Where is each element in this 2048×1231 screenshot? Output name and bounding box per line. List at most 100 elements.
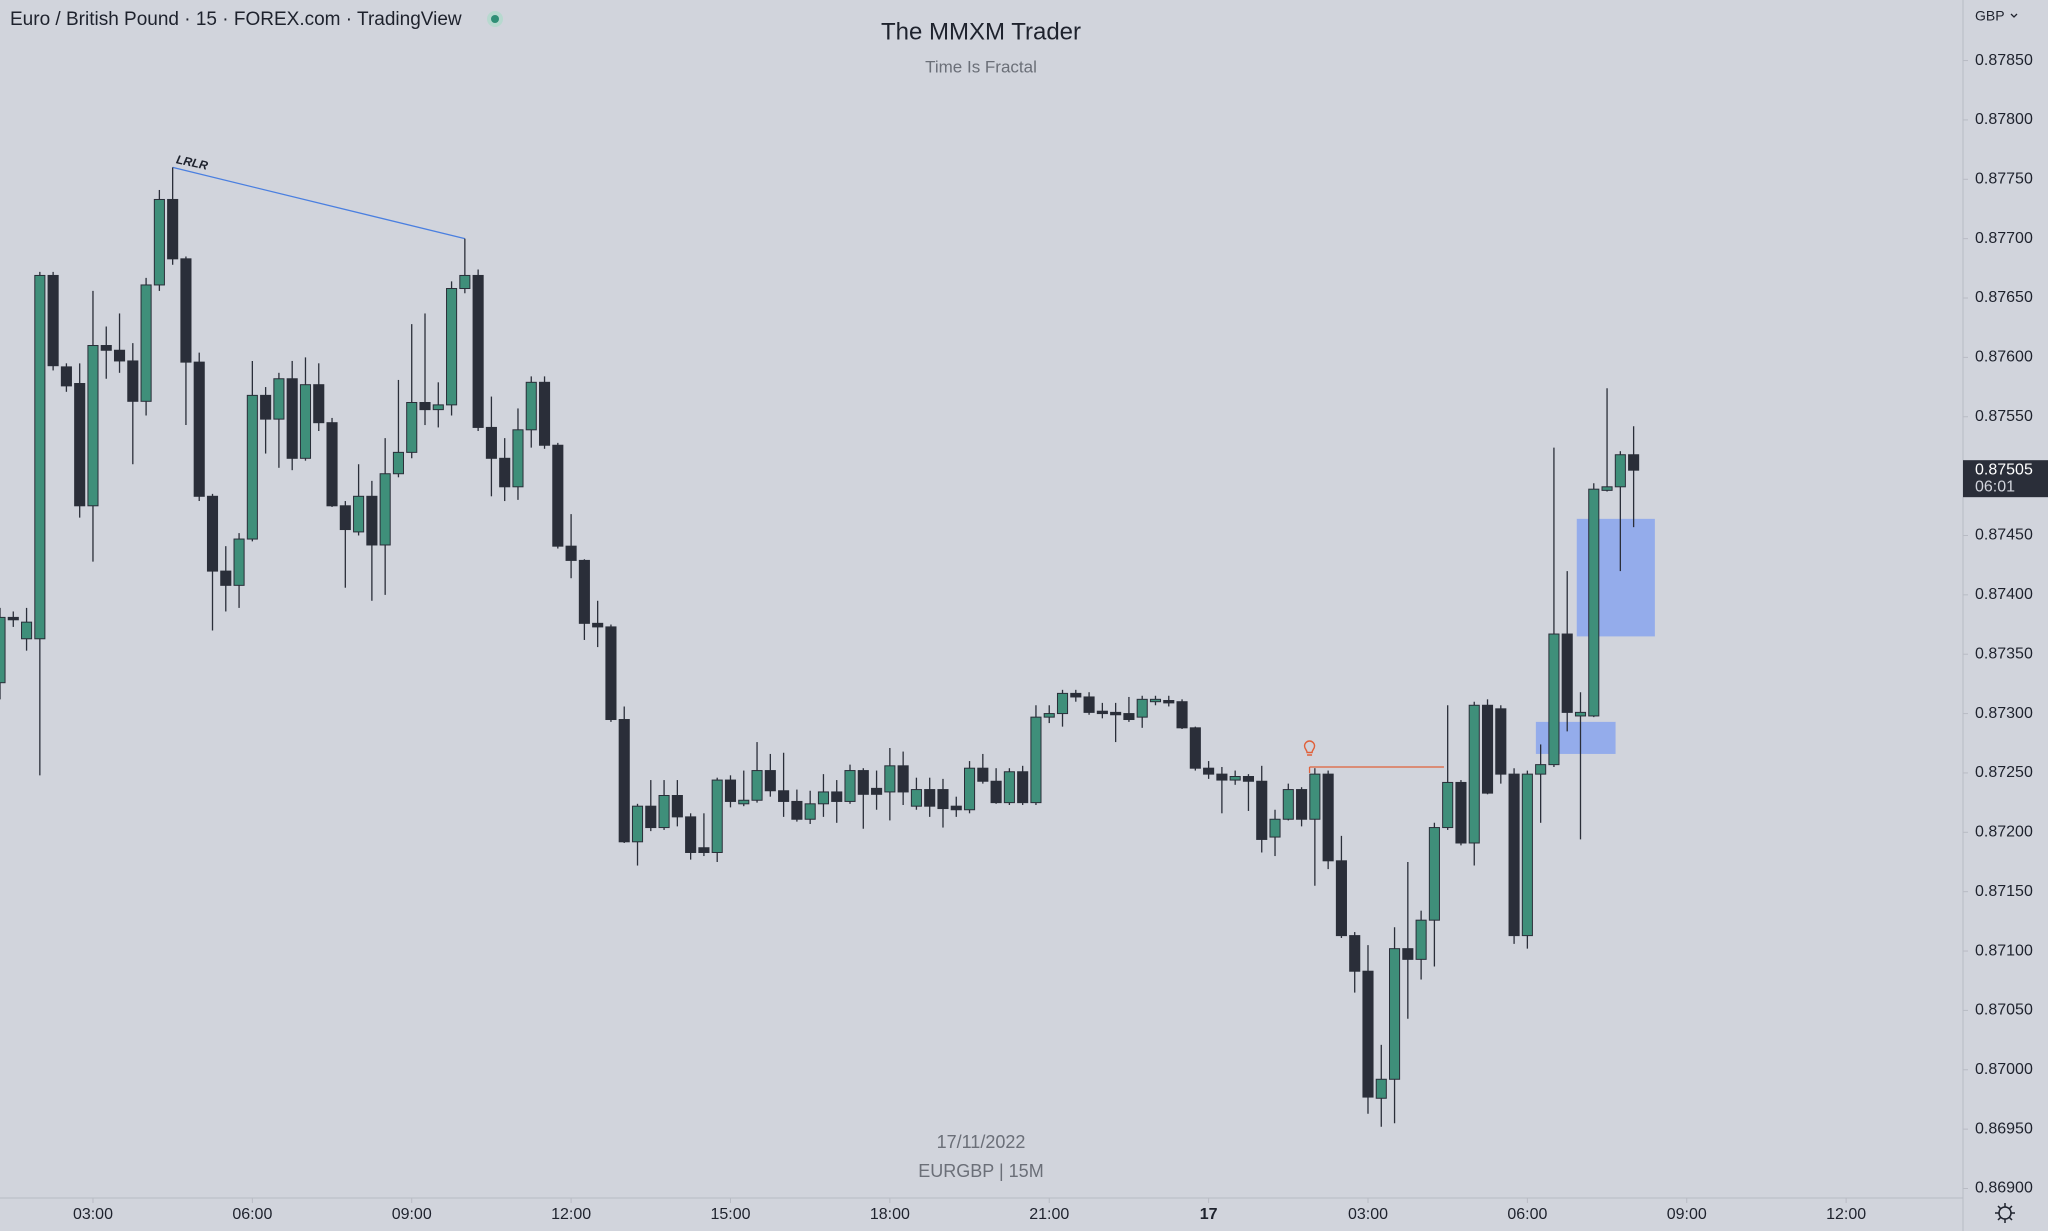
candle-body (313, 384, 325, 424)
candle-body (831, 791, 843, 802)
candle-body (1428, 827, 1440, 921)
settings-icon[interactable] (1995, 1203, 2015, 1223)
y-tick-label: 0.87700 (1975, 230, 2033, 247)
candle-body (592, 622, 604, 628)
watermark-symbol: EURGBP | 15M (918, 1161, 1043, 1181)
candle-body (1402, 948, 1414, 960)
candle-body (525, 381, 537, 431)
candle-body (273, 378, 285, 420)
candle-body (167, 198, 179, 260)
candle-body (1481, 704, 1494, 794)
candle-body (1614, 454, 1626, 488)
gear-teeth (1995, 1203, 2015, 1223)
last-price-box (1963, 460, 2048, 498)
candle-body (1495, 708, 1507, 775)
candle-body (0, 616, 6, 684)
candle-body (1017, 771, 1029, 804)
candle-body (990, 780, 1002, 804)
candle-body (778, 790, 790, 802)
y-tick-label: 0.87000 (1975, 1061, 2033, 1078)
candle-body (180, 258, 192, 363)
candle-body (153, 198, 165, 286)
candle-body (379, 473, 391, 546)
y-tick-label: 0.86950 (1975, 1120, 2033, 1137)
x-tick-label: 18:00 (870, 1206, 910, 1223)
candle-body (1110, 711, 1122, 716)
symbol-header: Euro / British Pound · 15 · FOREX.com · … (10, 9, 462, 30)
candle-body (326, 422, 338, 507)
candle-body (21, 621, 33, 640)
chart-subtitle: Time Is Fractal (925, 57, 1037, 76)
candle-body (977, 767, 989, 782)
candle-body (565, 545, 577, 561)
candle-body (910, 789, 922, 807)
x-tick-label: 09:00 (1667, 1206, 1707, 1223)
y-tick-label: 0.87800 (1975, 111, 2033, 128)
candle-body (1163, 700, 1175, 704)
candle-body (698, 847, 710, 853)
candle-body (963, 767, 976, 811)
idea-bulb (1303, 740, 1316, 756)
candle-body (605, 626, 617, 721)
currency-label[interactable]: GBP (1975, 8, 2005, 24)
candle-body (817, 791, 829, 805)
candle-body (645, 805, 657, 829)
candle-body (950, 805, 962, 811)
candle-body (1561, 633, 1573, 713)
candle-body (392, 451, 404, 475)
candle-body (552, 444, 564, 547)
candle-body (87, 345, 99, 507)
candle-body (485, 426, 497, 459)
candle-body (671, 795, 683, 818)
x-tick-label: 06:00 (232, 1206, 272, 1223)
candle-body (1375, 1078, 1387, 1099)
candle-body (512, 429, 524, 488)
candle-body (871, 787, 883, 795)
candle-body (406, 401, 418, 453)
candle-body (1070, 692, 1082, 698)
y-tick-label: 0.87150 (1975, 883, 2033, 900)
candle-body (751, 770, 763, 801)
candle-body (140, 284, 152, 402)
candle-body (1203, 767, 1215, 775)
candle-body (113, 349, 126, 362)
zone (1535, 721, 1616, 754)
candle-body (206, 495, 219, 572)
y-tick-label: 0.87250 (1975, 764, 2033, 781)
candle-body (246, 394, 258, 540)
candle-body (1349, 935, 1361, 972)
candle-body (60, 366, 72, 387)
candle-body (193, 361, 205, 497)
y-tick-label: 0.87400 (1975, 586, 2033, 603)
candle-body (47, 274, 59, 367)
trendline (172, 166, 466, 240)
candle-body (100, 345, 112, 351)
status-dot (491, 15, 499, 23)
candle-body (233, 538, 245, 586)
candle-body (1335, 860, 1347, 937)
candle-body (857, 770, 869, 795)
candle-body (804, 803, 816, 820)
candle-body (1242, 776, 1255, 782)
candle-body (1269, 818, 1281, 838)
candle-body (1322, 773, 1334, 862)
y-tick-label: 0.87550 (1975, 408, 2033, 425)
candle-body (446, 288, 458, 406)
x-tick-label: 17 (1200, 1206, 1218, 1223)
candle-body (897, 765, 909, 793)
last-price-label: 0.87505 (1975, 461, 2033, 478)
candle-body (538, 381, 551, 446)
y-tick-label: 0.87200 (1975, 824, 2033, 841)
y-tick-label: 0.87850 (1975, 52, 2033, 69)
candle-body (1083, 696, 1095, 713)
candle-body (724, 779, 737, 802)
candle-body (299, 384, 312, 459)
y-tick-label: 0.87450 (1975, 527, 2033, 544)
countdown-label: 06:01 (1975, 478, 2015, 495)
y-tick-label: 0.87050 (1975, 1002, 2033, 1019)
candle-body (1229, 776, 1241, 781)
candle-body (1149, 698, 1162, 703)
candle-body (1521, 773, 1533, 937)
